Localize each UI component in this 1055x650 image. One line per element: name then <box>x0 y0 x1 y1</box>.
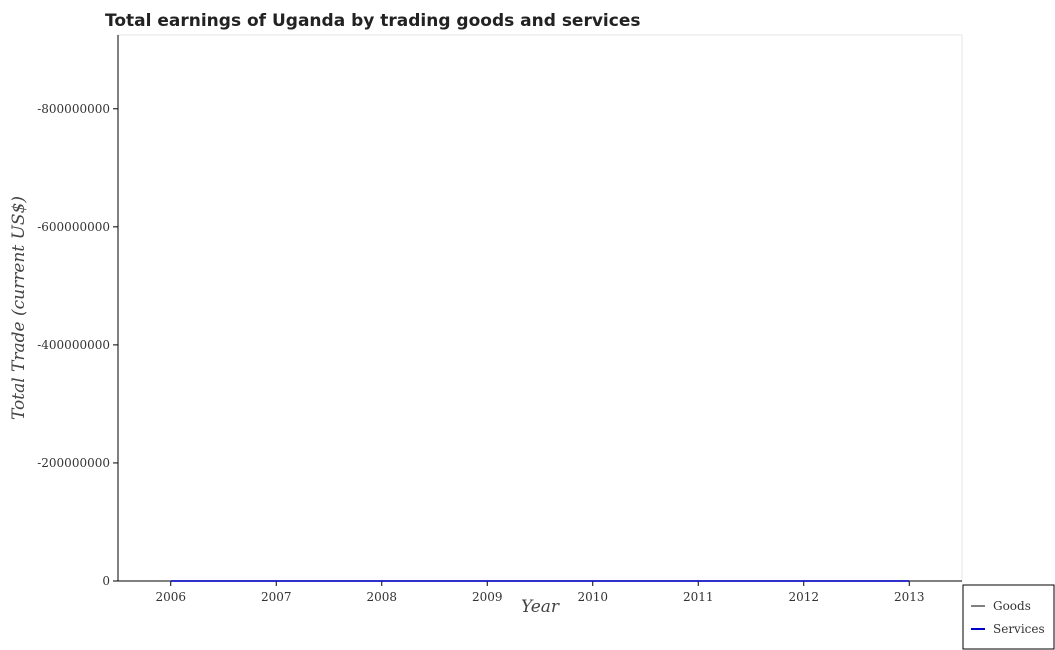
x-tick-label: 2006 <box>155 590 186 604</box>
y-tick-label: -200000000 <box>37 456 110 470</box>
x-tick-label: 2013 <box>894 590 925 604</box>
y-tick-label: -400000000 <box>37 338 110 352</box>
y-axis-title: Total Trade (current US$) <box>9 196 29 420</box>
x-tick-label: 2012 <box>788 590 819 604</box>
x-tick-label: 2008 <box>366 590 397 604</box>
legend-label-services: Services <box>993 622 1045 636</box>
legend-label-goods: Goods <box>993 599 1031 613</box>
x-axis-title: Year <box>521 597 560 617</box>
y-axis: 0 -200000000 -400000000 -600000000 -80000000… <box>37 35 119 588</box>
legend-box <box>962 584 1055 650</box>
x-tick-label: 2010 <box>577 590 608 604</box>
y-tick-label: -600000000 <box>37 220 110 234</box>
legend: Goods Services <box>962 584 1055 650</box>
chart-title: Total earnings of Uganda by trading good… <box>105 11 640 31</box>
x-tick-label: 2009 <box>472 590 503 604</box>
x-tick-label: 2007 <box>261 590 292 604</box>
plot-area <box>117 34 963 582</box>
y-tick-label: -800000000 <box>37 102 110 116</box>
x-tick-label: 2011 <box>683 590 714 604</box>
y-tick-label: 0 <box>102 574 110 588</box>
